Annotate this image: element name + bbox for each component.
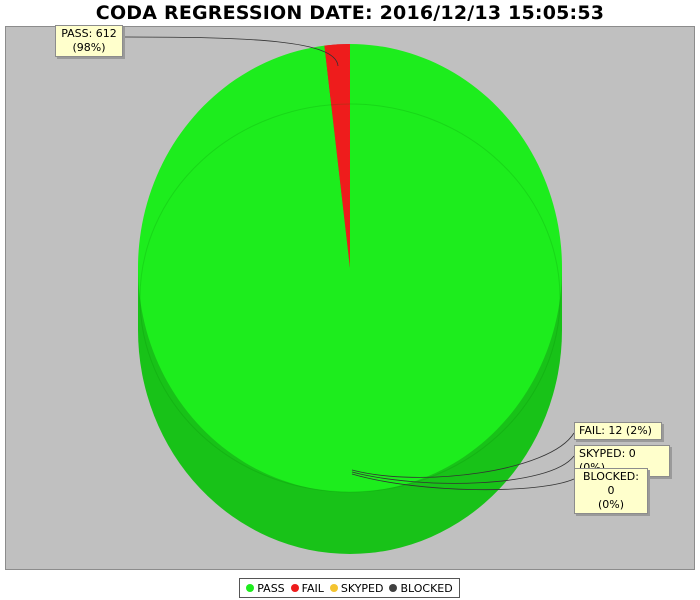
label-blocked: BLOCKED: 0 (0%) bbox=[574, 468, 648, 514]
legend-swatch-fail bbox=[290, 584, 299, 592]
pie-rim-highlight bbox=[139, 103, 561, 493]
legend-item-blocked: BLOCKED bbox=[389, 581, 453, 595]
legend-swatch-pass bbox=[246, 584, 255, 592]
pie-slices bbox=[137, 44, 563, 554]
label-leader-lines bbox=[121, 36, 575, 491]
leader-line-fail bbox=[351, 432, 575, 478]
legend-label-skyped: SKYPED bbox=[340, 581, 384, 595]
label-fail: FAIL: 12 (2%) bbox=[574, 422, 662, 440]
legend-label-blocked: BLOCKED bbox=[400, 581, 453, 595]
legend-swatch-skyped bbox=[329, 584, 338, 592]
legend-label-pass: PASS bbox=[257, 581, 285, 595]
leader-line-skyped bbox=[351, 455, 575, 484]
legend: PASS FAIL SKYPED BLOCKED bbox=[239, 578, 460, 598]
legend-swatch-blocked bbox=[389, 584, 398, 592]
legend-label-fail: FAIL bbox=[301, 581, 324, 595]
leader-line-pass bbox=[121, 36, 339, 67]
pie-slice-fail bbox=[324, 44, 350, 268]
legend-item-skyped: SKYPED bbox=[329, 581, 384, 595]
legend-item-fail: FAIL bbox=[290, 581, 324, 595]
label-pass: PASS: 612 (98%) bbox=[55, 25, 123, 57]
legend-item-pass: PASS bbox=[246, 581, 285, 595]
leader-line-blocked bbox=[351, 473, 575, 491]
chart-title: CODA REGRESSION DATE: 2016/12/13 15:05:5… bbox=[95, 2, 605, 24]
